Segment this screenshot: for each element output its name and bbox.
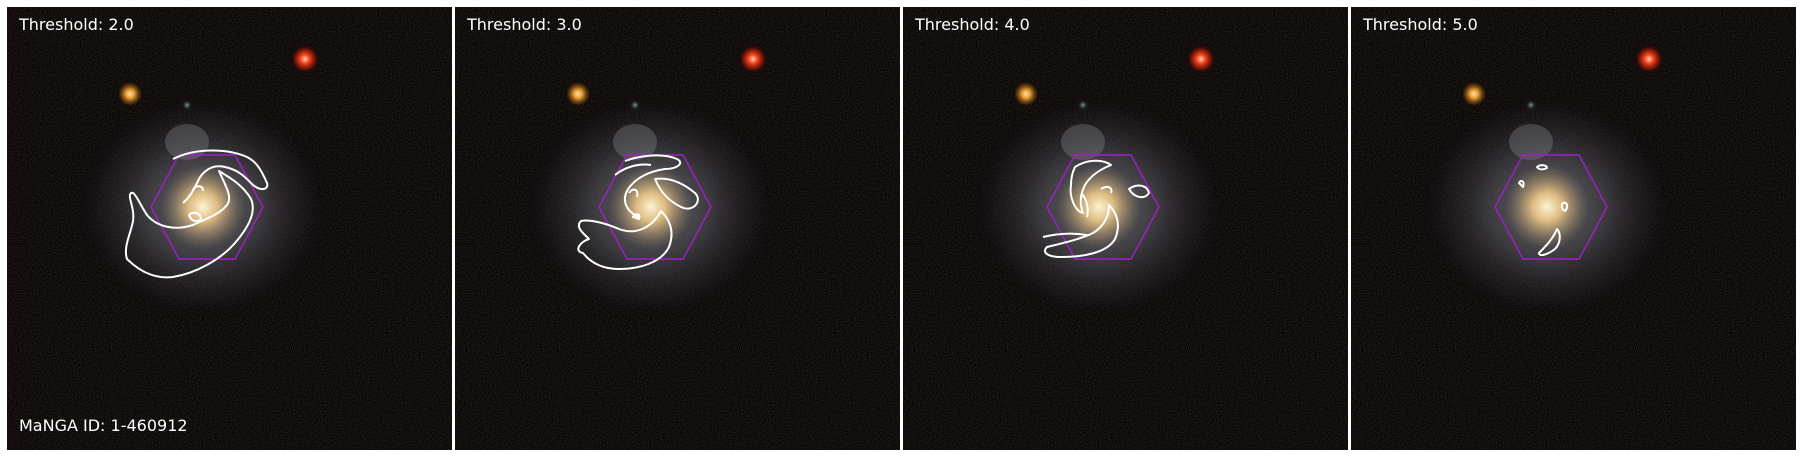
- ifu-hexagon: [1494, 154, 1608, 260]
- orange-star: [1461, 81, 1487, 107]
- orange-star: [1013, 81, 1039, 107]
- galaxy-panel-threshold-3: Threshold: 3.0: [455, 7, 900, 450]
- contours: [577, 154, 699, 270]
- contours: [124, 149, 269, 279]
- red-star: [1187, 45, 1215, 73]
- galaxy-panel-threshold-5: Threshold: 5.0: [1351, 7, 1796, 450]
- threshold-label: Threshold: 3.0: [467, 15, 582, 34]
- orange-star: [117, 81, 143, 107]
- ifu-hexagon: [1046, 154, 1160, 260]
- contours: [1518, 164, 1569, 257]
- galaxy-image: [7, 7, 452, 450]
- orange-star: [565, 81, 591, 107]
- red-star: [1635, 45, 1663, 73]
- galaxy-image: [455, 7, 900, 450]
- contours: [1042, 159, 1150, 258]
- galaxy-image: [1351, 7, 1796, 450]
- galaxy-panel-threshold-2: Threshold: 2.0 MaNGA ID: 1-460912: [7, 7, 452, 450]
- galaxy-panel-threshold-4: Threshold: 4.0: [903, 7, 1348, 450]
- ifu-hexagon: [598, 154, 712, 260]
- threshold-label: Threshold: 5.0: [1363, 15, 1478, 34]
- threshold-label: Threshold: 2.0: [19, 15, 134, 34]
- red-star: [739, 45, 767, 73]
- galaxy-image: [903, 7, 1348, 450]
- threshold-label: Threshold: 4.0: [915, 15, 1030, 34]
- red-star: [291, 45, 319, 73]
- galaxy-id-label: MaNGA ID: 1-460912: [19, 416, 188, 435]
- ifu-hexagon: [150, 154, 264, 260]
